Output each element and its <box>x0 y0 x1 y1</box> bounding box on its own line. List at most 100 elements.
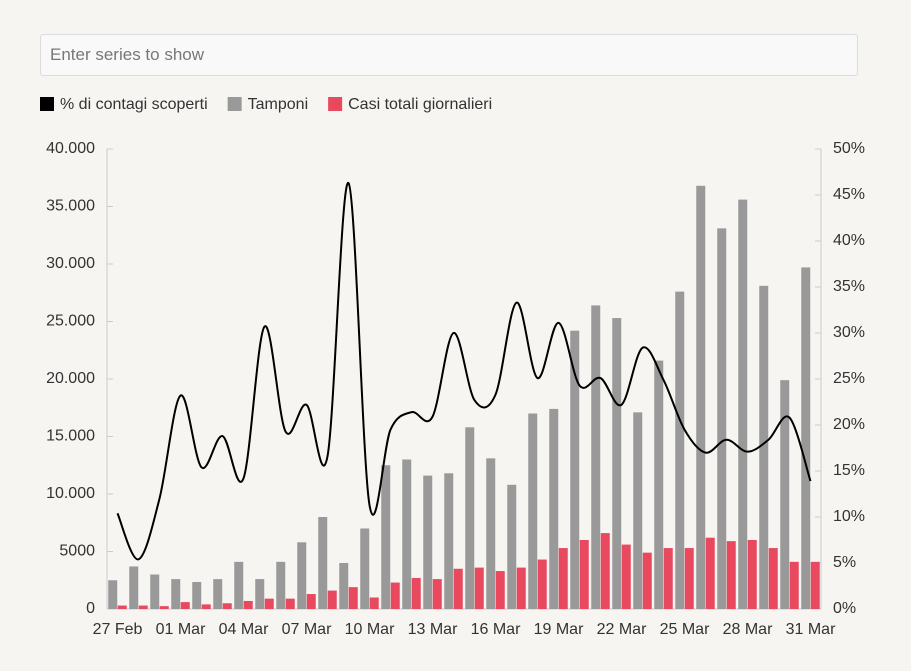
x-tick-label: 19 Mar <box>534 621 584 638</box>
bar <box>768 548 778 609</box>
bar <box>789 561 799 609</box>
y-tick-label: 20.000 <box>46 370 95 387</box>
bar <box>327 590 337 609</box>
bar <box>801 267 811 609</box>
bar <box>423 475 433 609</box>
bar <box>381 465 391 609</box>
y-tick-label: 25.000 <box>46 313 95 330</box>
y2-tick-label: 25% <box>833 370 865 387</box>
bar <box>201 604 211 609</box>
bar <box>528 413 538 609</box>
x-tick-label: 01 Mar <box>156 621 206 638</box>
bar <box>444 473 454 609</box>
search-input[interactable]: Enter series to show <box>40 34 858 76</box>
bar <box>243 600 253 609</box>
bar <box>642 552 652 609</box>
x-tick-label: 16 Mar <box>471 621 521 638</box>
bar <box>390 582 400 609</box>
bar <box>747 540 757 609</box>
bar <box>600 533 610 609</box>
bar <box>579 540 589 609</box>
legend-label: Tamponi <box>248 96 308 113</box>
bar <box>780 380 790 609</box>
y2-tick-label: 35% <box>833 278 865 295</box>
bar <box>180 602 190 609</box>
bar <box>759 285 769 609</box>
x-tick-label: 13 Mar <box>408 621 458 638</box>
y2-tick-label: 20% <box>833 416 865 433</box>
y-tick-label: 30.000 <box>46 255 95 272</box>
bar <box>117 605 127 609</box>
line <box>116 182 812 561</box>
y2-tick-label: 30% <box>833 324 865 341</box>
bar <box>171 579 181 609</box>
bar <box>108 580 118 609</box>
y2-tick-label: 45% <box>833 186 865 203</box>
bar <box>684 548 694 609</box>
legend-swatch <box>328 97 343 111</box>
y2-tick-label: 10% <box>833 508 865 525</box>
bar <box>570 330 580 609</box>
bar <box>402 459 412 609</box>
bar <box>348 587 358 609</box>
bar <box>495 571 505 609</box>
x-tick-label: 31 Mar <box>786 621 836 638</box>
bar <box>369 597 379 609</box>
bar <box>633 412 643 609</box>
legend-swatch <box>40 97 54 111</box>
bar <box>318 517 328 609</box>
bar <box>129 566 139 609</box>
y-tick-label: 35.000 <box>46 198 95 215</box>
bar <box>297 542 307 609</box>
x-tick-label: 22 Mar <box>597 621 647 638</box>
y-tick-label: 5000 <box>59 543 95 560</box>
y-tick-label: 10.000 <box>46 485 95 502</box>
bar <box>255 579 265 609</box>
bar <box>150 574 160 609</box>
bar <box>612 318 622 609</box>
y-tick-label: 40.000 <box>46 140 95 157</box>
bar <box>339 563 349 609</box>
y2-tick-label: 50% <box>833 140 865 157</box>
x-tick-label: 10 Mar <box>345 621 395 638</box>
bar <box>192 581 202 609</box>
bar <box>465 427 475 609</box>
bar <box>705 537 715 609</box>
bar <box>213 579 223 609</box>
bar <box>486 458 496 609</box>
bar <box>222 603 232 609</box>
bar <box>411 577 421 609</box>
bar <box>264 598 274 609</box>
x-tick-label: 04 Mar <box>219 621 269 638</box>
bar <box>474 567 484 609</box>
legend-swatch <box>227 97 242 111</box>
x-tick-label: 07 Mar <box>282 621 332 638</box>
legend-label: Casi totali giornalieri <box>348 96 492 113</box>
bar <box>276 561 286 609</box>
bar <box>654 360 664 609</box>
y2-tick-label: 0% <box>833 600 856 617</box>
y-tick-label: 0 <box>86 600 95 617</box>
bar <box>696 185 706 610</box>
y2-tick-label: 15% <box>833 462 865 479</box>
bar <box>516 567 526 609</box>
x-tick-label: 28 Mar <box>723 621 773 638</box>
bar <box>675 291 685 609</box>
bar <box>285 598 295 609</box>
bar <box>507 484 517 609</box>
bar <box>810 561 820 609</box>
bar <box>558 548 568 609</box>
bar <box>306 594 316 609</box>
bar <box>432 579 442 609</box>
x-tick-label: 25 Mar <box>660 621 710 638</box>
legend-label: % di contagi scoperti <box>60 96 208 113</box>
bar <box>453 568 463 609</box>
bar <box>549 408 559 609</box>
bar <box>726 541 736 609</box>
bar <box>537 559 547 609</box>
y2-tick-label: 5% <box>833 554 856 571</box>
bar <box>591 305 601 609</box>
bar <box>663 548 673 609</box>
